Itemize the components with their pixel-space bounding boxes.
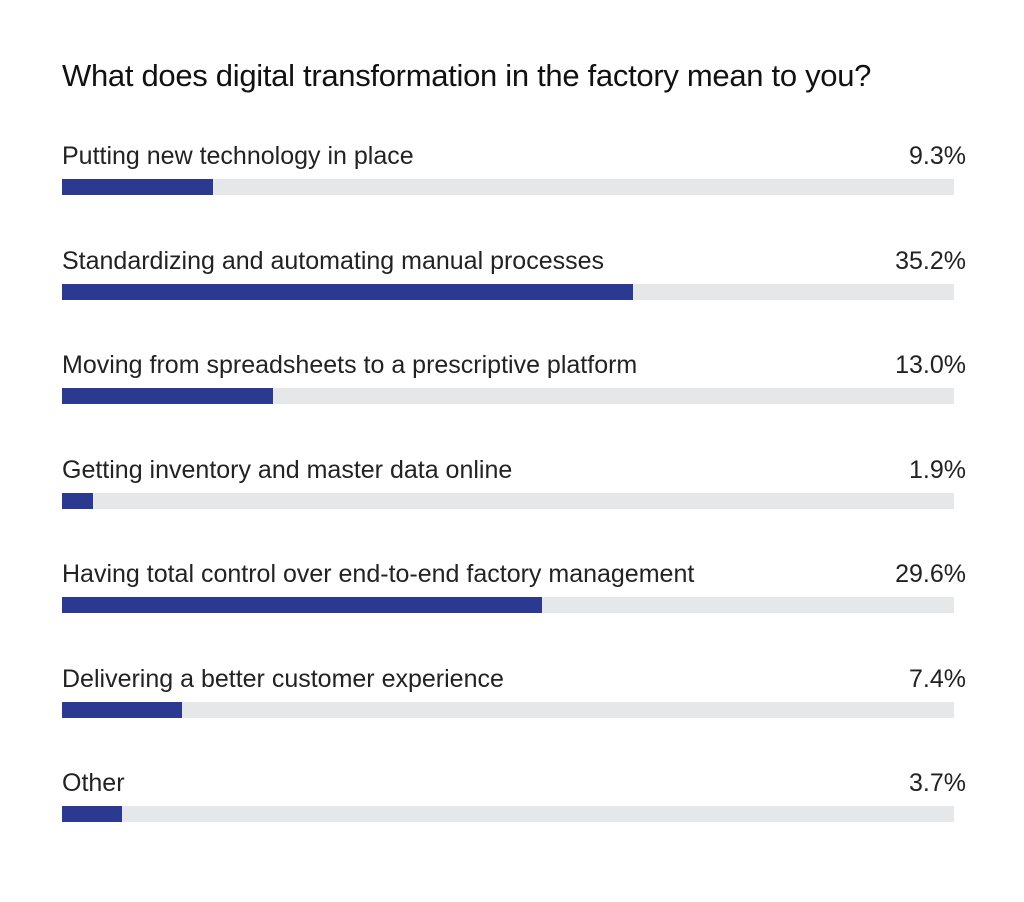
value-label: 13.0% xyxy=(895,351,966,379)
value-label: 3.7% xyxy=(909,769,966,797)
chart-title: What does digital transformation in the … xyxy=(62,58,872,93)
bar-row: Putting new technology in place 9.3% xyxy=(0,142,1024,212)
bar-row: Moving from spreadsheets to a prescripti… xyxy=(0,351,1024,421)
bar-fill xyxy=(62,283,633,300)
bar-row: Standardizing and automating manual proc… xyxy=(0,247,1024,317)
bar-row: Other 3.7% xyxy=(0,769,1024,839)
bar-fill xyxy=(62,492,93,509)
bar-row: Getting inventory and master data online… xyxy=(0,456,1024,526)
value-label: 7.4% xyxy=(909,664,966,693)
value-label: 1.9% xyxy=(909,455,966,484)
bar-fill xyxy=(62,806,122,822)
bar-track xyxy=(62,492,954,509)
bar-track xyxy=(62,701,954,718)
value-label: 29.6% xyxy=(895,560,966,588)
category-label: Other xyxy=(62,769,125,797)
category-label: Putting new technology in place xyxy=(62,142,414,170)
value-label: 9.3% xyxy=(909,142,966,170)
value-label: 35.2% xyxy=(895,246,966,275)
bar-track xyxy=(62,597,954,613)
category-label: Delivering a better customer experience xyxy=(62,664,504,693)
bar-fill xyxy=(62,179,213,195)
bar-row: Delivering a better customer experience 7… xyxy=(0,665,1024,735)
bar-fill xyxy=(62,701,182,718)
bar-track xyxy=(62,179,954,195)
category-label: Moving from spreadsheets to a prescripti… xyxy=(62,351,638,379)
bar-track xyxy=(62,283,954,300)
category-label: Standardizing and automating manual proc… xyxy=(62,246,605,275)
category-label: Having total control over end-to-end fac… xyxy=(62,560,695,588)
category-label: Getting inventory and master data online xyxy=(62,455,513,484)
bar-row: Having total control over end-to-end fac… xyxy=(0,560,1024,630)
bar-fill xyxy=(62,597,542,613)
bar-track xyxy=(62,388,954,404)
bar-track xyxy=(62,806,954,822)
bar-fill xyxy=(62,388,273,404)
